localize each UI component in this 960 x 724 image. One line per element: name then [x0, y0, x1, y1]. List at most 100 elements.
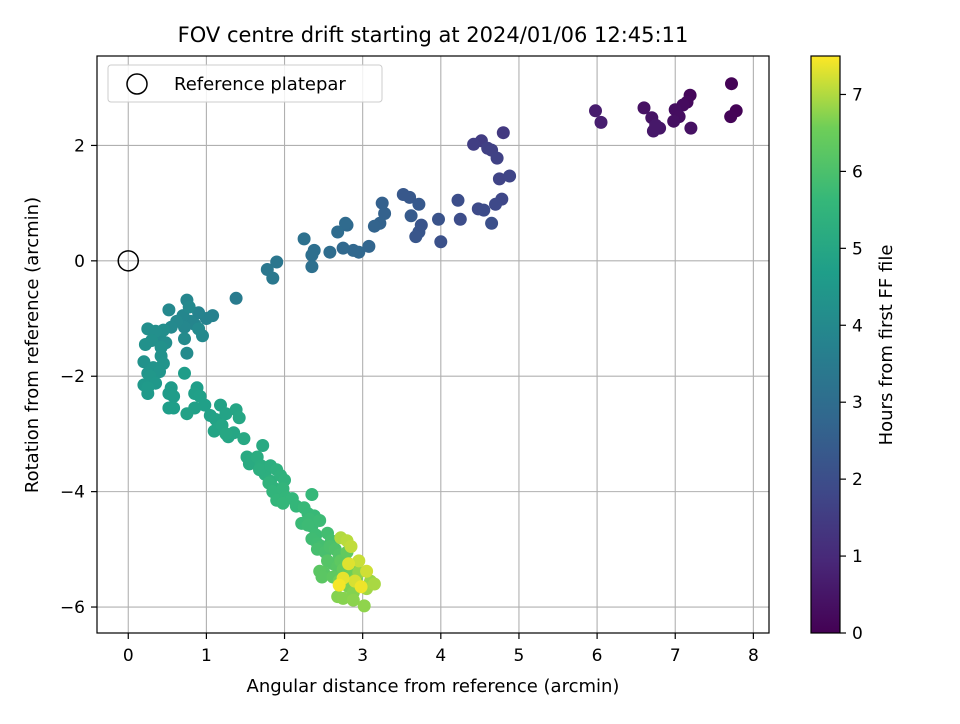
data-point	[724, 110, 738, 124]
data-point	[362, 239, 376, 253]
legend-label-reference: Reference platepar	[174, 74, 346, 95]
data-point	[182, 300, 196, 314]
data-point	[404, 209, 418, 223]
y-axis-label: Rotation from reference (arcmin)	[22, 197, 43, 493]
data-point	[297, 232, 311, 246]
data-point	[180, 407, 194, 421]
data-point	[237, 432, 251, 446]
x-tick-label: 8	[748, 646, 759, 666]
colorbar-tick-label: 0	[852, 624, 863, 644]
x-axis-label: Angular distance from reference (arcmin)	[247, 676, 620, 697]
data-point	[477, 203, 491, 217]
colorbar-label: Hours from first FF file	[876, 245, 897, 446]
data-point	[192, 322, 206, 336]
data-point	[378, 207, 392, 220]
data-point	[313, 514, 327, 527]
colorbar-ticks: 0 1 2 3 4 5 6 7	[840, 85, 863, 644]
data-point	[357, 599, 371, 613]
data-point	[352, 554, 366, 568]
y-tick-label: 2	[74, 136, 85, 156]
data-point	[305, 260, 319, 274]
data-point	[485, 216, 499, 230]
data-point	[178, 366, 191, 380]
data-point	[503, 169, 517, 183]
y-tick-label: −4	[60, 483, 85, 503]
data-point	[360, 564, 374, 578]
data-point	[342, 557, 356, 571]
y-axis-ticks: −6 −4 −2 0 2	[60, 136, 97, 618]
data-point	[344, 540, 358, 553]
data-point	[684, 121, 698, 135]
x-tick-label: 3	[357, 646, 368, 666]
data-point	[305, 248, 319, 262]
data-point	[453, 212, 467, 226]
x-tick-label: 2	[279, 646, 290, 666]
data-point	[301, 518, 315, 532]
legend-box	[107, 64, 383, 103]
data-point	[409, 230, 423, 244]
data-point	[496, 126, 510, 140]
data-point	[315, 570, 329, 584]
x-tick-label: 1	[201, 646, 212, 666]
data-point	[467, 137, 481, 151]
data-point	[253, 463, 266, 477]
data-point	[594, 115, 608, 129]
x-tick-label: 4	[435, 646, 446, 666]
colorbar-tick-label: 2	[852, 470, 863, 490]
data-point	[266, 271, 280, 285]
data-points	[137, 77, 743, 613]
data-point	[367, 219, 381, 233]
colorbar-tick-label: 3	[852, 393, 863, 413]
legend-marker-icon	[126, 73, 148, 95]
data-point	[256, 439, 270, 452]
colorbar-gradient	[810, 55, 841, 634]
data-point	[336, 591, 350, 605]
data-point	[323, 245, 337, 259]
data-point	[432, 212, 445, 226]
data-point	[331, 225, 345, 239]
legend: Reference platepar	[107, 64, 383, 103]
data-point	[198, 398, 212, 412]
data-point	[637, 101, 651, 115]
colorbar-tick-label: 5	[852, 239, 863, 259]
data-point	[219, 407, 233, 421]
data-point	[305, 488, 319, 501]
data-point	[180, 346, 194, 360]
colorbar: 0 1 2 3 4 5 6 7 Hours from first FF file	[810, 55, 897, 644]
y-tick-label: −6	[60, 598, 85, 618]
chart-title: FOV centre drift starting at 2024/01/06 …	[178, 23, 689, 47]
grid-lines	[97, 56, 769, 633]
y-tick-label: 0	[74, 252, 85, 272]
colorbar-tick-label: 4	[852, 316, 863, 336]
data-point	[490, 151, 504, 165]
reference-platepar-marker	[117, 250, 140, 272]
x-tick-label: 6	[592, 646, 603, 666]
data-point	[276, 496, 290, 510]
data-point	[232, 411, 246, 425]
x-tick-label: 5	[514, 646, 525, 666]
data-point	[137, 355, 151, 369]
x-tick-label: 0	[123, 646, 134, 666]
data-point	[649, 118, 663, 132]
data-point	[332, 578, 346, 592]
data-point	[396, 188, 410, 201]
data-point	[667, 114, 681, 128]
data-point	[367, 577, 381, 591]
data-point	[412, 197, 426, 211]
data-point	[339, 216, 352, 230]
data-point	[589, 104, 602, 118]
colorbar-tick-label: 7	[852, 85, 863, 105]
data-point	[489, 197, 502, 211]
data-point	[346, 593, 360, 607]
data-point	[141, 381, 155, 395]
y-tick-label: −2	[60, 367, 85, 387]
data-point	[219, 427, 233, 441]
x-axis-ticks: 0 1 2 3 4 5 6 7 8	[123, 633, 759, 666]
data-point	[321, 554, 334, 568]
data-point	[229, 291, 243, 305]
data-point	[270, 255, 284, 269]
colorbar-tick-label: 6	[852, 162, 863, 182]
data-point	[162, 303, 176, 317]
